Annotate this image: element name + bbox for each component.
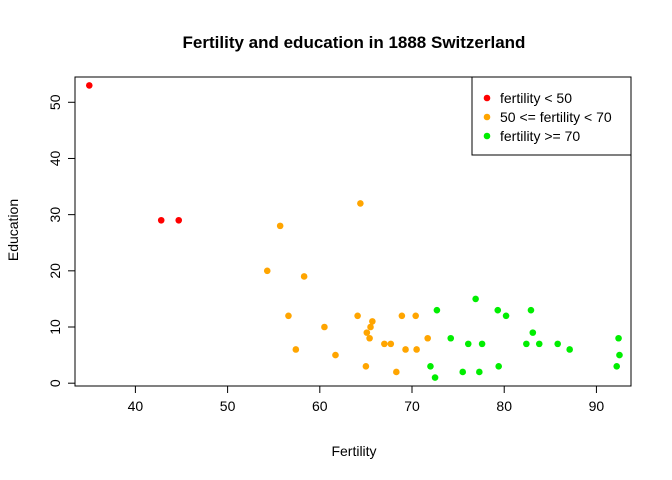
legend-box <box>471 76 632 156</box>
y-axis-title: Education <box>5 199 21 261</box>
data-point <box>85 82 93 89</box>
chart-title: Fertility and education in 1888 Switzerl… <box>183 33 526 52</box>
data-point <box>472 295 479 303</box>
data-point <box>495 363 502 370</box>
legend-label: fertility < 50 <box>500 90 572 106</box>
y-tick-label: 40 <box>47 150 63 166</box>
data-point <box>362 363 370 370</box>
y-tick-label: 50 <box>47 94 63 110</box>
legend-marker <box>483 113 491 121</box>
data-point <box>292 346 300 353</box>
data-point <box>535 340 543 348</box>
data-point <box>332 351 339 359</box>
data-point <box>424 334 431 342</box>
data-point <box>402 346 409 353</box>
data-point <box>369 318 376 325</box>
data-point <box>387 340 395 348</box>
x-axis: 40 50 60 70 80 90 <box>128 385 605 414</box>
x-tick-label: 90 <box>589 398 605 414</box>
data-point <box>157 216 165 224</box>
data-point <box>366 334 373 342</box>
y-tick-label: 20 <box>47 263 63 279</box>
data-point <box>285 312 292 320</box>
data-point <box>459 368 467 376</box>
data-point <box>413 346 420 353</box>
legend-marker <box>483 94 491 102</box>
data-point <box>494 306 502 314</box>
data-point <box>433 306 441 314</box>
data-point <box>476 368 483 376</box>
x-axis-title: Fertility <box>331 443 376 459</box>
data-point <box>354 312 361 320</box>
data-point <box>478 340 486 348</box>
data-point <box>529 329 537 336</box>
data-point <box>616 351 623 359</box>
data-point <box>613 363 621 370</box>
data-point <box>412 312 419 320</box>
data-point <box>321 323 328 331</box>
legend: fertility < 50 50 <= fertility < 70 fertil… <box>471 76 632 156</box>
data-point <box>527 306 535 314</box>
data-point <box>276 222 284 230</box>
data-point <box>427 363 434 370</box>
data-point <box>393 368 400 376</box>
x-tick-label: 40 <box>128 398 144 414</box>
legend-marker <box>483 132 491 140</box>
y-tick-label: 10 <box>47 319 63 335</box>
data-point <box>615 334 622 342</box>
data-point <box>300 273 308 280</box>
x-tick-label: 50 <box>220 398 236 414</box>
data-point <box>523 340 530 348</box>
x-tick-label: 60 <box>312 398 328 414</box>
data-point <box>398 312 406 320</box>
data-point <box>566 346 573 353</box>
x-tick-label: 70 <box>404 398 420 414</box>
data-point <box>502 312 510 320</box>
data-point <box>363 329 371 336</box>
data-point <box>357 200 364 207</box>
y-tick-label: 0 <box>47 379 63 387</box>
legend-label: 50 <= fertility < 70 <box>500 109 612 125</box>
data-point <box>431 374 439 381</box>
data-points <box>85 82 623 381</box>
y-axis: 0 10 20 30 40 50 <box>47 94 76 387</box>
y-tick-label: 30 <box>47 207 63 223</box>
x-tick-label: 80 <box>496 398 512 414</box>
data-point <box>381 340 388 348</box>
legend-label: fertility >= 70 <box>500 128 580 144</box>
data-point <box>447 334 455 342</box>
data-point <box>175 216 183 224</box>
data-point <box>554 340 561 348</box>
data-point <box>263 267 271 275</box>
data-point <box>464 340 472 348</box>
data-point <box>367 323 374 331</box>
